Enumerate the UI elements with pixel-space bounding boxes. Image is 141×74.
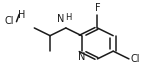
Text: Cl: Cl: [4, 16, 14, 26]
Text: N: N: [78, 52, 85, 62]
Text: Cl: Cl: [130, 54, 140, 64]
Text: H: H: [65, 13, 71, 22]
Text: N: N: [57, 14, 65, 24]
Text: H: H: [18, 10, 25, 20]
Text: F: F: [95, 3, 100, 13]
